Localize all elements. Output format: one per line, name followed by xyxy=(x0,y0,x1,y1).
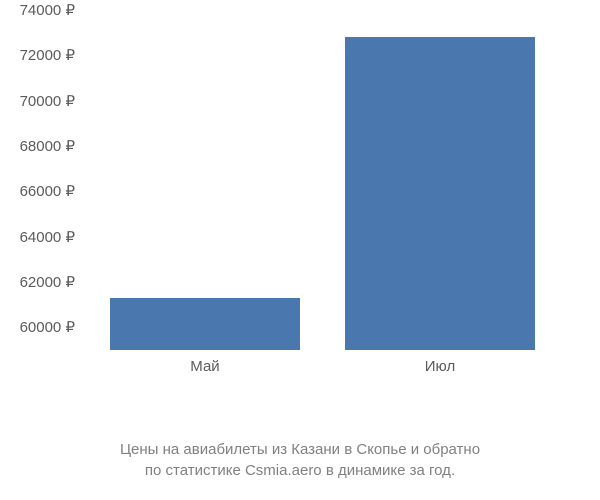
caption-line-1: Цены на авиабилеты из Казани в Скопье и … xyxy=(120,441,480,458)
plot-area: 60000 ₽62000 ₽64000 ₽66000 ₽68000 ₽70000… xyxy=(80,10,580,350)
caption-line-2: по статистике Csmia.aero в динамике за г… xyxy=(145,462,455,479)
y-axis-tick: 62000 ₽ xyxy=(0,273,75,291)
bar xyxy=(110,298,300,350)
bar xyxy=(345,37,535,350)
price-bar-chart: 60000 ₽62000 ₽64000 ₽66000 ₽68000 ₽70000… xyxy=(80,10,580,390)
y-axis-tick: 68000 ₽ xyxy=(0,137,75,155)
y-axis-tick: 66000 ₽ xyxy=(0,182,75,200)
y-axis-tick: 70000 ₽ xyxy=(0,92,75,110)
chart-caption: Цены на авиабилеты из Казани в Скопье и … xyxy=(0,439,600,483)
y-axis-tick: 74000 ₽ xyxy=(0,1,75,19)
y-axis-tick: 72000 ₽ xyxy=(0,46,75,64)
y-axis-tick: 64000 ₽ xyxy=(0,228,75,246)
x-axis-labels: Май Июл xyxy=(80,350,580,380)
x-axis-label: Июл xyxy=(425,358,455,375)
x-axis-label: Май xyxy=(190,358,219,375)
y-axis-tick: 60000 ₽ xyxy=(0,318,75,336)
